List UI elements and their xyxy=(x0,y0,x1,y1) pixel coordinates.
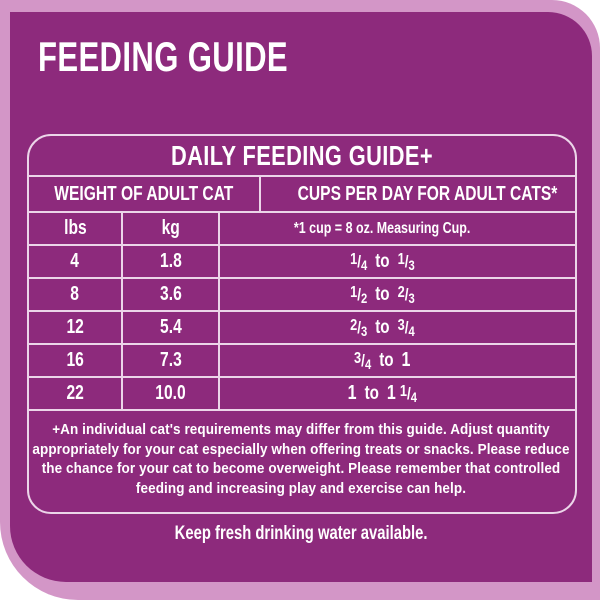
fraction-slash: / xyxy=(407,384,411,403)
fraction-numerator: 3 xyxy=(354,350,362,367)
page-title: FEEDING GUIDE xyxy=(38,33,289,80)
kg-value: 5.4 xyxy=(123,312,220,343)
fraction-slash: / xyxy=(404,251,409,271)
fraction-denominator: 4 xyxy=(361,256,368,273)
lbs-value: 16 xyxy=(29,345,123,376)
column-header-row: WEIGHT OF ADULT CAT CUPS PER DAY FOR ADU… xyxy=(29,177,575,213)
whole-number: 1 xyxy=(347,382,357,404)
water-note: Keep fresh drinking water available. xyxy=(10,523,592,545)
fraction-denominator: 2 xyxy=(361,289,368,306)
cups-range: 1/4 to 1/3 xyxy=(220,246,575,277)
fraction-denominator: 4 xyxy=(408,322,415,339)
table-title: DAILY FEEDING GUIDE+ xyxy=(170,139,434,171)
kg-subheader: kg xyxy=(123,213,220,244)
range-word: to xyxy=(375,250,390,272)
range-word: to xyxy=(379,350,394,371)
table-row: 12 5.4 2/3 to 3/4 xyxy=(29,312,575,345)
table-title-row: DAILY FEEDING GUIDE+ xyxy=(29,136,575,177)
range-word: to xyxy=(375,283,390,305)
cups-range: 1 to 1 1/4 xyxy=(220,378,575,409)
weight-column-header-label: WEIGHT OF ADULT CAT xyxy=(54,182,234,205)
lbs-value: 4 xyxy=(29,246,123,277)
fraction-slash: / xyxy=(357,284,362,304)
fraction-numerator: 1 xyxy=(397,250,405,268)
label-panel: FEEDING GUIDE DAILY FEEDING GUIDE+ WEIGH… xyxy=(10,12,592,582)
table-row: 8 3.6 1/2 to 2/3 xyxy=(29,279,575,312)
fraction-numerator: 1 xyxy=(350,250,358,268)
table-row: 4 1.8 1/4 to 1/3 xyxy=(29,246,575,279)
footnote-text: +An individual cat's requirements may di… xyxy=(32,421,570,497)
kg-value: 10.0 xyxy=(123,378,220,409)
fraction-numerator: 1 xyxy=(350,283,358,301)
table-body: 4 1.8 1/4 to 1/3 8 3.6 1/2 to 2/3 12 5.4 2/3… xyxy=(29,246,575,411)
fraction-denominator: 4 xyxy=(410,389,418,405)
table-row: 16 7.3 3/4 to 1 xyxy=(29,345,575,378)
range-word: to xyxy=(364,383,380,404)
table-row: 22 10.0 1 to 1 1/4 xyxy=(29,378,575,411)
fraction-slash: / xyxy=(357,317,362,337)
cups-column-header-label: CUPS PER DAY FOR ADULT CATS* xyxy=(297,182,557,205)
fraction-denominator: 3 xyxy=(408,289,415,306)
fraction-slash: / xyxy=(357,251,362,271)
lbs-subheader-label: lbs xyxy=(63,217,87,239)
cups-range: 1/2 to 2/3 xyxy=(220,279,575,310)
subheader-row: lbs kg *1 cup = 8 oz. Measuring Cup. xyxy=(29,213,575,246)
weight-column-header: WEIGHT OF ADULT CAT xyxy=(29,177,261,211)
fraction-numerator: 1 xyxy=(400,383,408,400)
lbs-value: 8 xyxy=(29,279,123,310)
kg-value: 7.3 xyxy=(123,345,220,376)
kg-value: 1.8 xyxy=(123,246,220,277)
fraction-slash: / xyxy=(361,351,366,370)
fraction-slash: / xyxy=(404,317,409,337)
fraction-numerator: 2 xyxy=(397,283,405,301)
kg-value: 3.6 xyxy=(123,279,220,310)
cups-column-header: CUPS PER DAY FOR ADULT CATS* xyxy=(261,177,594,211)
range-word: to xyxy=(375,316,390,338)
whole-number: 1 xyxy=(387,382,396,404)
kg-subheader-label: kg xyxy=(161,217,180,239)
cups-range: 3/4 to 1 xyxy=(220,345,575,376)
whole-number: 1 xyxy=(401,349,411,371)
cup-measure-note: *1 cup = 8 oz. Measuring Cup. xyxy=(220,213,575,244)
water-note-label: Keep fresh drinking water available. xyxy=(174,523,428,544)
cup-measure-note-label: *1 cup = 8 oz. Measuring Cup. xyxy=(294,219,471,237)
feeding-table: DAILY FEEDING GUIDE+ WEIGHT OF ADULT CAT… xyxy=(27,134,577,514)
footnote: +An individual cat's requirements may di… xyxy=(29,411,575,512)
lbs-value: 22 xyxy=(29,378,123,409)
fraction-numerator: 3 xyxy=(397,316,405,334)
fraction-denominator: 3 xyxy=(361,322,368,339)
fraction-denominator: 4 xyxy=(365,356,372,372)
lbs-value: 12 xyxy=(29,312,123,343)
cups-range: 2/3 to 3/4 xyxy=(220,312,575,343)
lbs-subheader: lbs xyxy=(29,213,123,244)
fraction-numerator: 2 xyxy=(350,316,358,334)
fraction-denominator: 3 xyxy=(408,256,415,273)
fraction-slash: / xyxy=(404,284,409,304)
